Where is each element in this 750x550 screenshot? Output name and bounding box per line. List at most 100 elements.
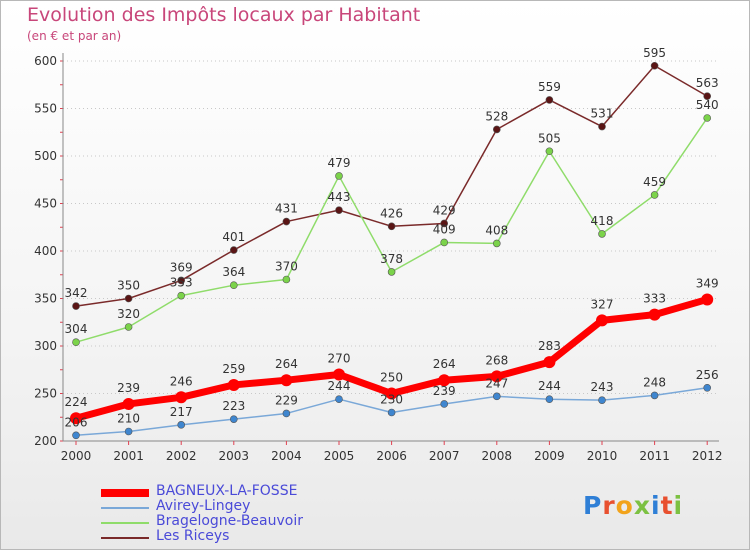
logo-letter: x — [633, 491, 651, 520]
data-point-avirey-lingey — [492, 392, 501, 401]
legend-label-avirey: Avirey-Lingey — [156, 498, 251, 514]
data-point-bagneux-la-fosse — [333, 368, 345, 381]
data-point-les-riceys — [650, 61, 659, 70]
data-label-avirey-lingey: 230 — [380, 393, 403, 407]
data-label-bragelogne-beauvoir: 304 — [65, 322, 88, 336]
data-point-bragelogne-beauvoir — [598, 230, 606, 238]
data-point-bagneux-la-fosse — [596, 314, 608, 327]
data-point-les-riceys — [72, 302, 80, 310]
data-label-avirey-lingey: 243 — [591, 380, 614, 394]
data-label-avirey-lingey: 256 — [696, 368, 719, 382]
y-tick-label: 500 — [34, 149, 57, 163]
data-label-bragelogne-beauvoir: 378 — [380, 252, 403, 266]
data-point-bagneux-la-fosse — [490, 370, 503, 383]
data-point-avirey-lingey — [124, 427, 133, 436]
data-point-avirey-lingey — [177, 421, 185, 429]
data-label-bragelogne-beauvoir: 320 — [117, 307, 140, 321]
x-tick-label: 2000 — [61, 449, 92, 463]
data-label-les-riceys: 595 — [643, 46, 666, 60]
data-label-les-riceys: 401 — [222, 230, 245, 244]
data-point-bragelogne-beauvoir — [282, 275, 291, 284]
legend-swatch-bagneux — [101, 488, 149, 497]
x-tick-label: 2012 — [692, 449, 723, 463]
data-point-avirey-lingey — [230, 415, 238, 423]
series-lines — [70, 61, 714, 440]
y-tick-label: 450 — [34, 197, 57, 211]
x-tick-label: 2006 — [376, 449, 407, 463]
data-label-bagneux-la-fosse: 224 — [65, 395, 88, 409]
logo-letter: i — [651, 491, 661, 520]
data-label-avirey-lingey: 244 — [328, 379, 351, 393]
y-tick-label: 200 — [34, 434, 57, 448]
data-point-avirey-lingey — [72, 431, 80, 440]
data-point-les-riceys — [492, 125, 501, 134]
data-label-les-riceys: 559 — [538, 80, 561, 94]
data-label-bragelogne-beauvoir: 353 — [170, 276, 193, 290]
x-tick-label: 2002 — [166, 449, 197, 463]
data-point-les-riceys — [230, 246, 238, 254]
data-label-bagneux-la-fosse: 250 — [380, 371, 403, 385]
data-point-bagneux-la-fosse — [385, 387, 398, 400]
data-label-bragelogne-beauvoir: 364 — [222, 265, 245, 279]
data-point-avirey-lingey — [440, 400, 449, 408]
logo-letter: r — [602, 491, 616, 520]
legend-swatch-riceys — [101, 536, 149, 539]
data-point-bagneux-la-fosse — [701, 293, 714, 306]
data-point-bagneux-la-fosse — [543, 356, 556, 369]
x-tick-label: 2005 — [324, 449, 355, 463]
x-tick-label: 2004 — [271, 449, 302, 463]
y-tick-label: 300 — [34, 339, 57, 353]
data-point-bagneux-la-fosse — [280, 374, 293, 387]
chart-subtitle: (en € et par an) — [27, 29, 122, 43]
data-label-avirey-lingey: 229 — [275, 393, 298, 407]
data-point-bagneux-la-fosse — [122, 397, 135, 410]
data-point-bagneux-la-fosse — [438, 374, 451, 387]
data-point-avirey-lingey — [335, 395, 343, 404]
data-label-bragelogne-beauvoir: 418 — [591, 214, 614, 228]
data-point-bragelogne-beauvoir — [650, 191, 659, 199]
x-tick-label: 2007 — [429, 449, 460, 463]
data-label-bragelogne-beauvoir: 459 — [643, 175, 666, 189]
data-point-les-riceys — [387, 222, 396, 231]
data-point-bragelogne-beauvoir — [545, 147, 554, 156]
x-tick-label: 2003 — [219, 449, 250, 463]
y-tick-label: 600 — [34, 54, 57, 68]
data-label-les-riceys: 350 — [117, 279, 140, 293]
legend-label-riceys: Les Riceys — [156, 528, 230, 544]
data-label-bragelogne-beauvoir: 370 — [275, 260, 298, 274]
data-point-bragelogne-beauvoir — [72, 338, 80, 347]
data-label-bagneux-la-fosse: 270 — [328, 352, 351, 366]
logo-letter: t — [660, 491, 674, 520]
legend-swatch-avirey — [101, 506, 149, 509]
data-point-bragelogne-beauvoir — [177, 291, 185, 300]
legend-label-bagneux: BAGNEUX-LA-FOSSE — [156, 483, 298, 499]
data-label-avirey-lingey: 217 — [170, 405, 193, 419]
data-label-bagneux-la-fosse: 327 — [591, 297, 614, 311]
data-label-bragelogne-beauvoir: 409 — [433, 222, 456, 236]
data-label-avirey-lingey: 247 — [485, 376, 508, 390]
data-label-avirey-lingey: 239 — [433, 384, 456, 398]
data-point-bragelogne-beauvoir — [124, 323, 133, 331]
y-tick-label: 550 — [34, 102, 57, 116]
logo-letter: P — [583, 491, 603, 520]
data-point-les-riceys — [703, 92, 712, 100]
data-point-bagneux-la-fosse — [227, 378, 240, 391]
data-point-bagneux-la-fosse — [70, 412, 82, 425]
x-tick-label: 2011 — [639, 449, 670, 463]
data-label-bagneux-la-fosse: 246 — [170, 374, 193, 388]
data-point-avirey-lingey — [650, 391, 659, 400]
data-label-bragelogne-beauvoir: 505 — [538, 131, 561, 145]
data-label-avirey-lingey: 210 — [117, 412, 140, 426]
x-tick-label: 2008 — [482, 449, 513, 463]
data-label-avirey-lingey: 248 — [643, 375, 666, 389]
data-point-bragelogne-beauvoir — [387, 268, 396, 276]
data-point-les-riceys — [335, 206, 343, 214]
data-label-bagneux-la-fosse: 349 — [696, 276, 719, 290]
x-tick-label: 2009 — [534, 449, 565, 463]
data-point-bragelogne-beauvoir — [440, 238, 449, 247]
data-label-les-riceys: 563 — [696, 76, 719, 90]
y-tick-label: 250 — [34, 387, 57, 401]
data-label-les-riceys: 429 — [433, 203, 456, 217]
proxiti-logo: Proxiti — [583, 491, 683, 520]
